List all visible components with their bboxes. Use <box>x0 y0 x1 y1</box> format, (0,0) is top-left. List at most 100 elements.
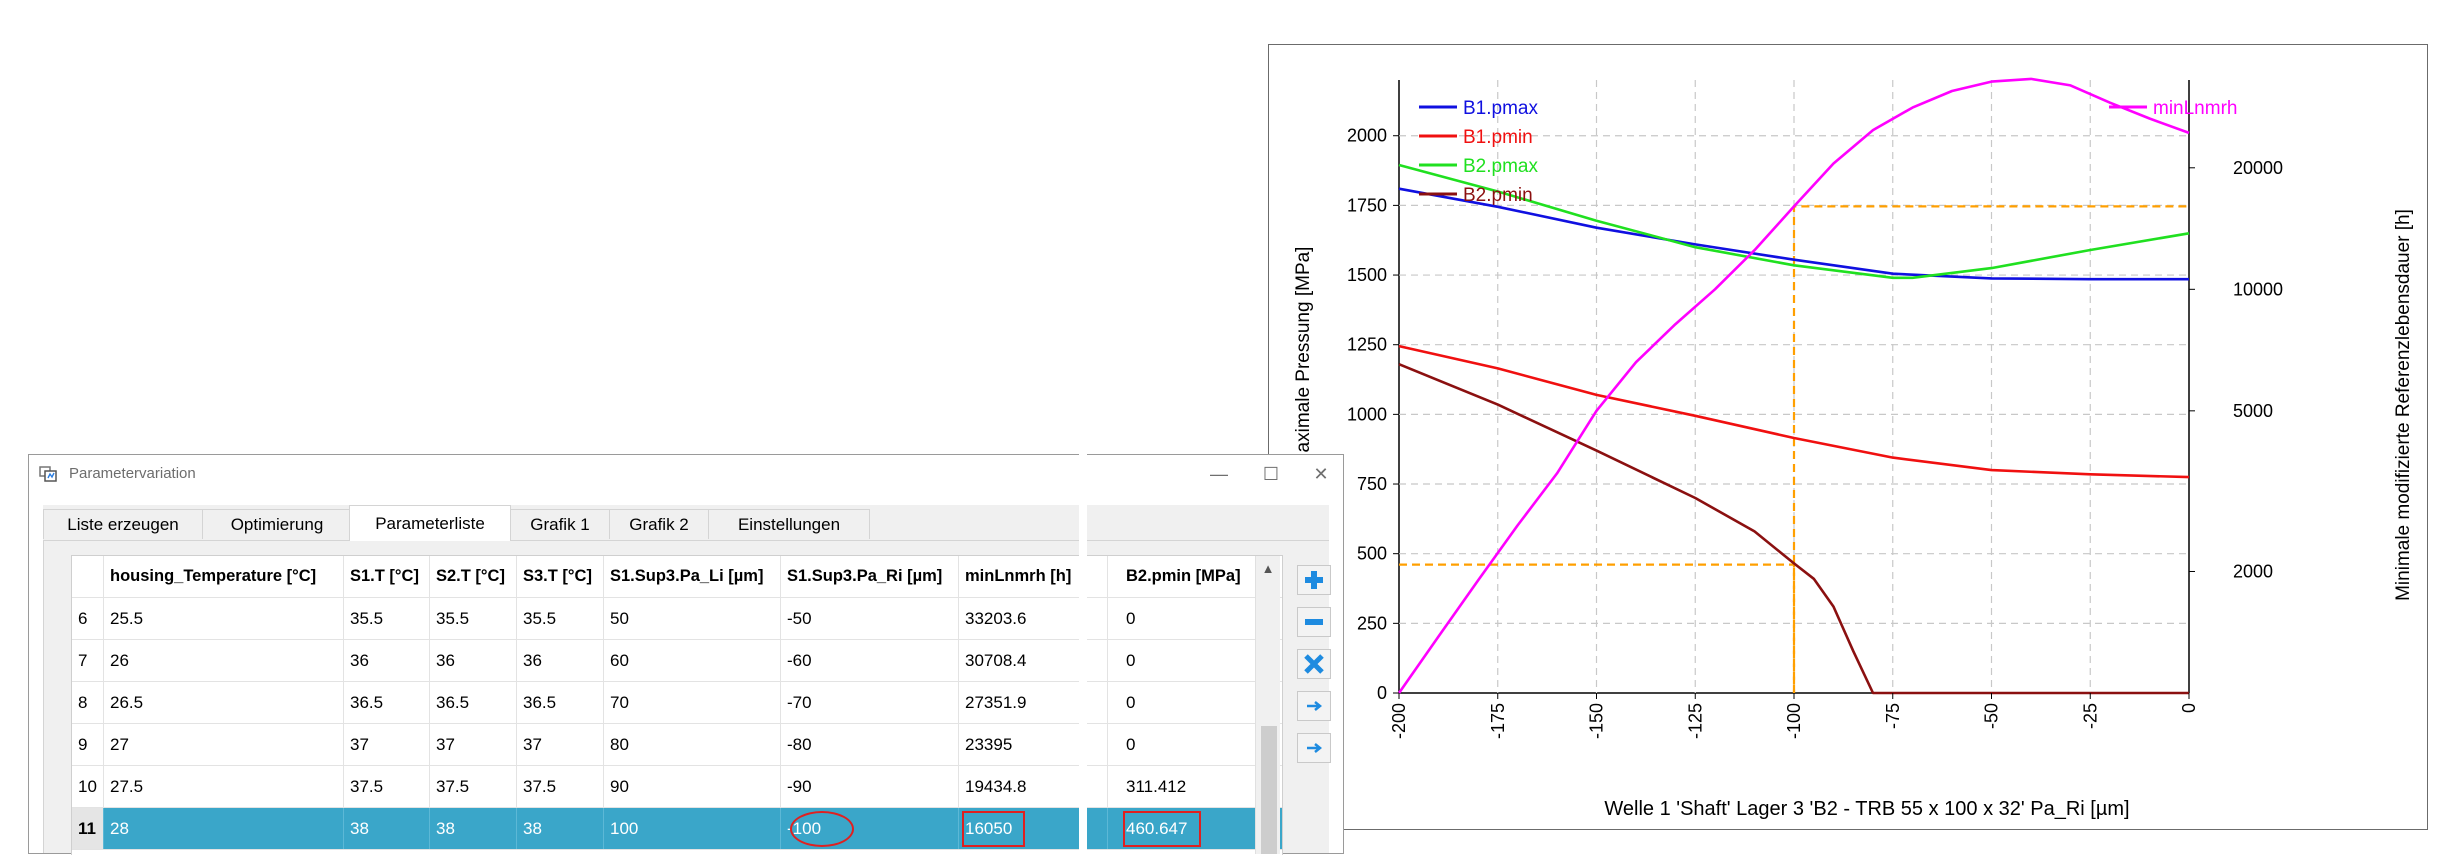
cell-b2-pmin[interactable]: 0 <box>1120 682 1258 723</box>
cell-pa-li[interactable]: 100 <box>604 808 781 849</box>
scroll-up-arrow-icon[interactable]: ▲ <box>1261 560 1275 576</box>
cell-minlnmrh[interactable]: 33203.6 <box>959 598 1108 639</box>
header-b2-pmin[interactable]: B2.pmin [MPa] <box>1120 556 1258 597</box>
legend-label: B1.pmax <box>1463 98 1538 119</box>
cell-s3-t[interactable]: 37.5 <box>517 766 604 807</box>
cell-s2-t[interactable]: 38 <box>430 808 517 849</box>
cell-pa-ri[interactable]: -50 <box>781 598 959 639</box>
cell-pa-li[interactable]: 50 <box>604 598 781 639</box>
cell-pa-ri[interactable]: -80 <box>781 724 959 765</box>
table-row[interactable]: 7 26 36 36 36 60 -60 30708.4 0 <box>72 640 1282 682</box>
tab-optimierung[interactable]: Optimierung <box>202 509 352 539</box>
cell-pa-li[interactable]: 90 <box>604 766 781 807</box>
table-row[interactable]: 10 27.5 37.5 37.5 37.5 90 -90 19434.8 311.412 <box>72 766 1282 808</box>
header-pa-ri[interactable]: S1.Sup3.Pa_Ri [µm] <box>781 556 959 597</box>
table-row[interactable]: 8 26.5 36.5 36.5 36.5 70 -70 27351.9 0 <box>72 682 1282 724</box>
cell-b2-pmin[interactable]: 0 <box>1120 598 1258 639</box>
cell-housing-temperature[interactable]: 27 <box>104 724 344 765</box>
cell-b2-pmin[interactable]: 0 <box>1120 724 1258 765</box>
cell-s3-t[interactable]: 37 <box>517 724 604 765</box>
cell-s1-t[interactable]: 36.5 <box>344 682 430 723</box>
header-s3-t[interactable]: S3.T [°C] <box>517 556 604 597</box>
cell-housing-temperature[interactable]: 26 <box>104 640 344 681</box>
cell-b2-pmin[interactable]: 0 <box>1120 640 1258 681</box>
cell-s1-t[interactable]: 36 <box>344 640 430 681</box>
cell-s1-t[interactable]: 37 <box>344 724 430 765</box>
tab-grafik-1[interactable]: Grafik 1 <box>510 509 610 539</box>
cell-s2-t[interactable]: 36.5 <box>430 682 517 723</box>
x-tick-label: 0 <box>2179 703 2199 713</box>
cell-pa-li[interactable]: 80 <box>604 724 781 765</box>
tab-parameterliste[interactable]: Parameterliste <box>349 505 511 541</box>
cell-housing-temperature[interactable]: 26.5 <box>104 682 344 723</box>
header-s1-t[interactable]: S1.T [°C] <box>344 556 430 597</box>
y-tick-label: 750 <box>1357 474 1387 494</box>
x-tick-label: -200 <box>1389 703 1409 739</box>
row-number[interactable]: 6 <box>72 598 104 639</box>
header-housing-temperature[interactable]: housing_Temperature [°C] <box>104 556 344 597</box>
row-number[interactable]: 10 <box>72 766 104 807</box>
maximize-button[interactable]: ☐ <box>1262 463 1280 484</box>
cell-s3-t[interactable]: 35.5 <box>517 598 604 639</box>
add-row-button[interactable] <box>1297 565 1331 595</box>
cell-minlnmrh[interactable]: 30708.4 <box>959 640 1108 681</box>
minus-icon <box>1305 619 1323 625</box>
remove-row-button[interactable] <box>1297 607 1331 637</box>
parametervariation-window: Parametervariation — ☐ ✕ Liste erzeugen … <box>28 454 1344 855</box>
table-row[interactable]: 11 28 38 38 38 100 -100 16050 460.647 <box>72 808 1282 850</box>
delete-all-button[interactable] <box>1297 649 1331 679</box>
cell-housing-temperature[interactable]: 28 <box>104 808 344 849</box>
x-tick-label: -175 <box>1488 703 1508 739</box>
series-line-b1-pmin <box>1398 344 2190 479</box>
cell-pa-ri[interactable]: -90 <box>781 766 959 807</box>
cell-pa-ri[interactable]: -70 <box>781 682 959 723</box>
row-number[interactable]: 8 <box>72 682 104 723</box>
cell-housing-temperature[interactable]: 27.5 <box>104 766 344 807</box>
move-button-1[interactable] <box>1297 691 1331 721</box>
series-line-b2-pmax <box>1398 163 2190 280</box>
cell-s1-t[interactable]: 38 <box>344 808 430 849</box>
minimize-button[interactable]: — <box>1210 463 1228 484</box>
y2-axis-label: Minimale modifizierte Referenzlebensdaue… <box>2393 209 2414 601</box>
cell-b2-pmin[interactable]: 311.412 <box>1120 766 1258 807</box>
row-number[interactable]: 7 <box>72 640 104 681</box>
y-tick-label: 1000 <box>1347 404 1387 424</box>
header-pa-li[interactable]: S1.Sup3.Pa_Li [µm] <box>604 556 781 597</box>
header-minlnmrh[interactable]: minLnmrh [h] <box>959 556 1108 597</box>
cell-s3-t[interactable]: 38 <box>517 808 604 849</box>
cell-s2-t[interactable]: 37 <box>430 724 517 765</box>
cell-s1-t[interactable]: 37.5 <box>344 766 430 807</box>
table-scrollbar[interactable]: ▲ <box>1255 556 1280 854</box>
row-number[interactable]: 9 <box>72 724 104 765</box>
arrow-right-icon <box>1307 743 1323 753</box>
cell-pa-li[interactable]: 70 <box>604 682 781 723</box>
cell-minlnmrh[interactable]: 27351.9 <box>959 682 1108 723</box>
cell-pa-li[interactable]: 60 <box>604 640 781 681</box>
cell-minlnmrh[interactable]: 16050 <box>959 808 1108 849</box>
tab-einstellungen[interactable]: Einstellungen <box>708 509 870 539</box>
cell-s3-t[interactable]: 36.5 <box>517 682 604 723</box>
tab-grafik-2[interactable]: Grafik 2 <box>609 509 709 539</box>
arrow-right-icon <box>1307 701 1323 711</box>
scroll-thumb[interactable] <box>1261 726 1277 854</box>
y2-tick-label: 2000 <box>2233 561 2273 581</box>
cell-minlnmrh[interactable]: 19434.8 <box>959 766 1108 807</box>
tab-liste-erzeugen[interactable]: Liste erzeugen <box>43 509 203 539</box>
cell-pa-ri[interactable]: -60 <box>781 640 959 681</box>
cell-s2-t[interactable]: 35.5 <box>430 598 517 639</box>
cell-minlnmrh[interactable]: 23395 <box>959 724 1108 765</box>
cell-s2-t[interactable]: 37.5 <box>430 766 517 807</box>
series-line-b2-pmin <box>1398 362 2189 695</box>
cell-s3-t[interactable]: 36 <box>517 640 604 681</box>
tab-bar: Liste erzeugen Optimierung Parameterlist… <box>43 505 1329 541</box>
header-s2-t[interactable]: S2.T [°C] <box>430 556 517 597</box>
close-button[interactable]: ✕ <box>1313 463 1329 484</box>
row-number[interactable]: 11 <box>72 808 104 849</box>
cell-s1-t[interactable]: 35.5 <box>344 598 430 639</box>
cell-s2-t[interactable]: 36 <box>430 640 517 681</box>
move-button-2[interactable] <box>1297 733 1331 763</box>
table-row[interactable]: 9 27 37 37 37 80 -80 23395 0 <box>72 724 1282 766</box>
cell-housing-temperature[interactable]: 25.5 <box>104 598 344 639</box>
table-row[interactable]: 6 25.5 35.5 35.5 35.5 50 -50 33203.6 0 <box>72 598 1282 640</box>
chart-panel: -200 -175 -150 -125 -100 -75 -50 -25 0 0 250 500 750… <box>1268 44 2428 830</box>
